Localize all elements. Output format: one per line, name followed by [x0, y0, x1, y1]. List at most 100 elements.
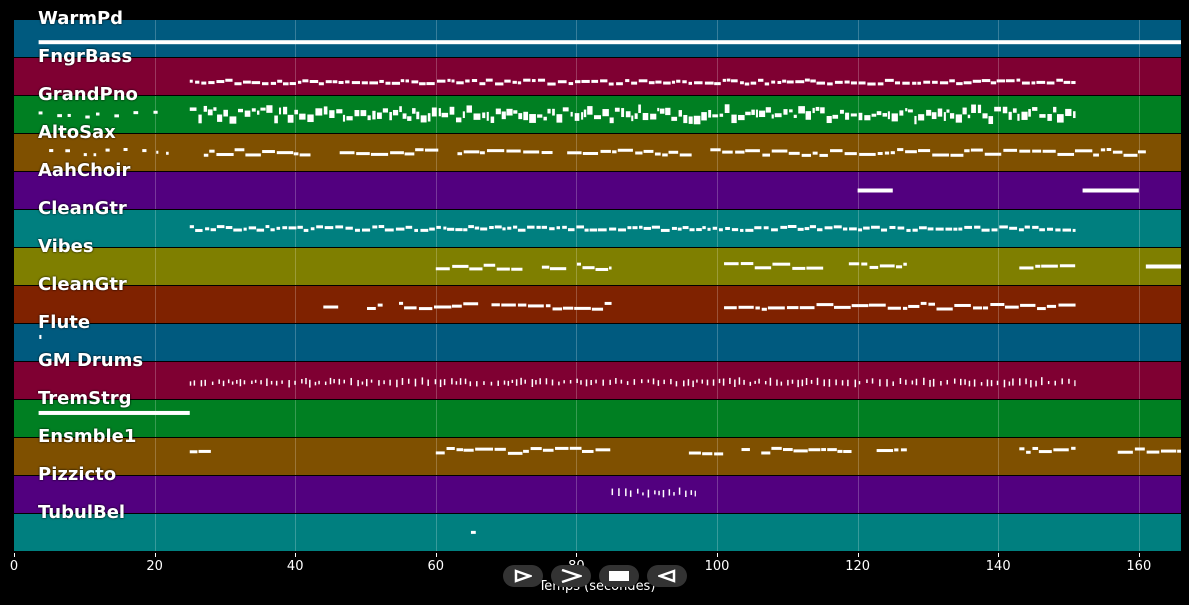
x-tick-mark	[1138, 553, 1140, 557]
track-row[interactable]	[14, 96, 1181, 133]
grid-line	[154, 438, 156, 475]
note	[731, 228, 739, 232]
track-row[interactable]	[14, 438, 1181, 475]
note	[237, 108, 244, 113]
note	[806, 266, 824, 270]
note	[962, 107, 967, 115]
note	[483, 263, 496, 267]
note	[763, 226, 769, 230]
note	[884, 151, 890, 155]
note	[1123, 153, 1138, 157]
note	[395, 227, 405, 231]
note	[764, 380, 767, 385]
note	[1073, 111, 1076, 119]
note	[396, 379, 398, 388]
note	[443, 226, 447, 230]
track-row[interactable]	[14, 210, 1181, 247]
piano-roll-plot[interactable]	[14, 20, 1181, 553]
note	[338, 378, 341, 385]
note	[38, 410, 190, 415]
grid-line	[435, 476, 437, 513]
note	[968, 380, 971, 387]
track-row[interactable]	[14, 58, 1181, 95]
note	[1035, 264, 1041, 268]
note	[651, 225, 660, 229]
note	[502, 227, 506, 231]
note	[476, 381, 478, 387]
note	[463, 302, 479, 306]
track-row[interactable]	[14, 400, 1181, 437]
note	[439, 379, 442, 388]
note	[345, 226, 353, 230]
note	[419, 82, 426, 86]
track-row[interactable]	[14, 20, 1181, 57]
track-row[interactable]	[14, 362, 1181, 399]
grid-line	[435, 438, 437, 475]
note	[932, 153, 949, 157]
note	[769, 377, 772, 386]
grid-line	[295, 438, 297, 475]
note	[678, 487, 681, 495]
grid-line	[998, 20, 1000, 57]
track-row[interactable]	[14, 514, 1181, 551]
play-button[interactable]	[503, 565, 543, 587]
grid-line	[717, 58, 718, 95]
note	[642, 492, 644, 496]
note	[283, 106, 288, 115]
note	[973, 306, 983, 310]
note	[1146, 450, 1160, 454]
stop-button[interactable]	[599, 565, 639, 587]
track-row[interactable]	[14, 172, 1181, 209]
note	[722, 378, 725, 386]
note	[905, 379, 907, 385]
x-tick-mark	[295, 553, 297, 557]
note	[782, 448, 793, 452]
note	[819, 153, 828, 157]
grid-line	[857, 476, 859, 513]
note	[1057, 152, 1075, 156]
note	[958, 227, 963, 231]
track-row[interactable]	[14, 286, 1181, 323]
note	[270, 228, 275, 232]
note	[765, 107, 771, 113]
note	[797, 379, 799, 388]
note	[305, 378, 307, 385]
note	[524, 379, 526, 384]
note	[688, 451, 701, 455]
note	[205, 227, 210, 231]
note	[782, 79, 787, 83]
note	[839, 109, 844, 114]
note	[625, 79, 630, 83]
track-notes	[39, 334, 42, 339]
track-row[interactable]	[14, 134, 1181, 171]
note	[377, 303, 383, 307]
note	[233, 228, 242, 232]
grid-line	[576, 210, 578, 247]
track-row[interactable]	[14, 248, 1181, 285]
forward-button[interactable]	[551, 565, 591, 587]
note	[455, 117, 462, 123]
note	[83, 153, 87, 157]
note	[468, 225, 474, 229]
track-row[interactable]	[14, 476, 1181, 513]
note	[828, 379, 831, 387]
note	[857, 228, 863, 232]
track-row[interactable]	[14, 324, 1181, 361]
track-label: TremStrg	[38, 388, 132, 409]
rewind-button[interactable]	[647, 565, 687, 587]
note	[1032, 446, 1039, 450]
note	[216, 80, 225, 84]
note	[687, 379, 690, 386]
note	[543, 116, 547, 121]
note	[918, 114, 925, 121]
x-tick-mark	[154, 553, 156, 557]
note	[1082, 188, 1139, 193]
grid-line	[998, 324, 1000, 361]
note	[204, 379, 206, 386]
note	[213, 107, 217, 111]
note	[1042, 149, 1056, 153]
note	[722, 78, 726, 82]
grid-line	[295, 324, 297, 361]
grid-line	[154, 514, 156, 551]
note	[293, 152, 299, 156]
